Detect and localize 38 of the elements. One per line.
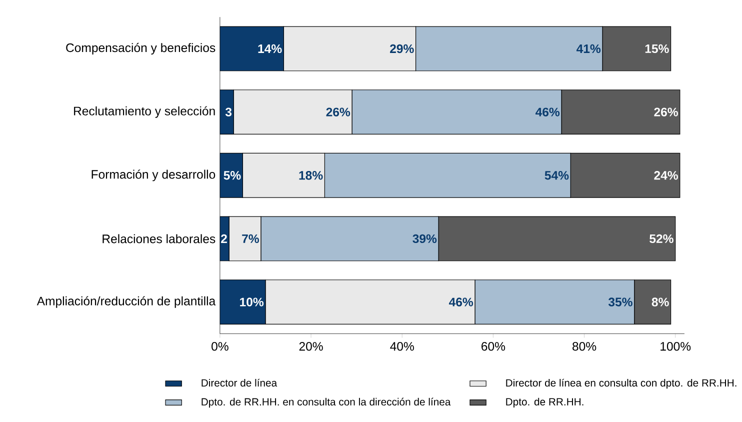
y-tick-label: Reclutamiento y selección: [74, 106, 215, 118]
data-label: 3: [225, 108, 232, 116]
x-tick-label: 100%: [660, 342, 691, 351]
y-tick-label: Relaciones laborales: [102, 234, 216, 244]
data-label: 46%: [536, 108, 560, 116]
data-label: 8%: [652, 298, 669, 306]
x-tick-label: 40%: [390, 342, 414, 351]
data-label: 2: [221, 234, 227, 244]
x-tick-label: 60%: [482, 342, 506, 351]
data-label: 7%: [242, 234, 259, 244]
bar: [220, 90, 234, 134]
y-tick-label: Ampliación/reducción de plantilla: [36, 296, 216, 308]
data-label: 18%: [299, 171, 323, 180]
legend-label: Director de línea: [202, 378, 278, 387]
data-label: 35%: [608, 298, 632, 306]
data-label: 41%: [576, 44, 601, 54]
legend-label: Director de línea en consulta con dpto. de RR.HH.: [506, 378, 736, 389]
data-label: 24%: [654, 171, 678, 180]
data-label: 10%: [240, 298, 264, 306]
data-label: 5%: [224, 171, 241, 180]
data-label: 26%: [326, 108, 350, 116]
y-tick-label: Compensación y beneficios: [66, 43, 216, 55]
data-label: 39%: [412, 234, 437, 244]
x-tick-label: 80%: [572, 342, 596, 351]
legend-label: Dpto. de RR.HH. en consulta con la dirección de línea: [202, 398, 451, 408]
legend-label: Dpto. de RR.HH.: [506, 398, 584, 408]
data-label: 46%: [448, 298, 474, 306]
data-label: 15%: [645, 44, 669, 54]
data-label: 14%: [258, 44, 282, 54]
x-tick-label: 0%: [212, 342, 228, 351]
data-label: 26%: [654, 108, 678, 116]
data-label: 29%: [390, 44, 414, 54]
bar: [220, 280, 266, 325]
data-label: 54%: [544, 171, 569, 180]
x-tick-label: 20%: [299, 342, 323, 351]
bar: [220, 26, 284, 72]
y-tick-label: Formación y desarrollo: [92, 170, 216, 182]
data-label: 52%: [650, 234, 674, 244]
